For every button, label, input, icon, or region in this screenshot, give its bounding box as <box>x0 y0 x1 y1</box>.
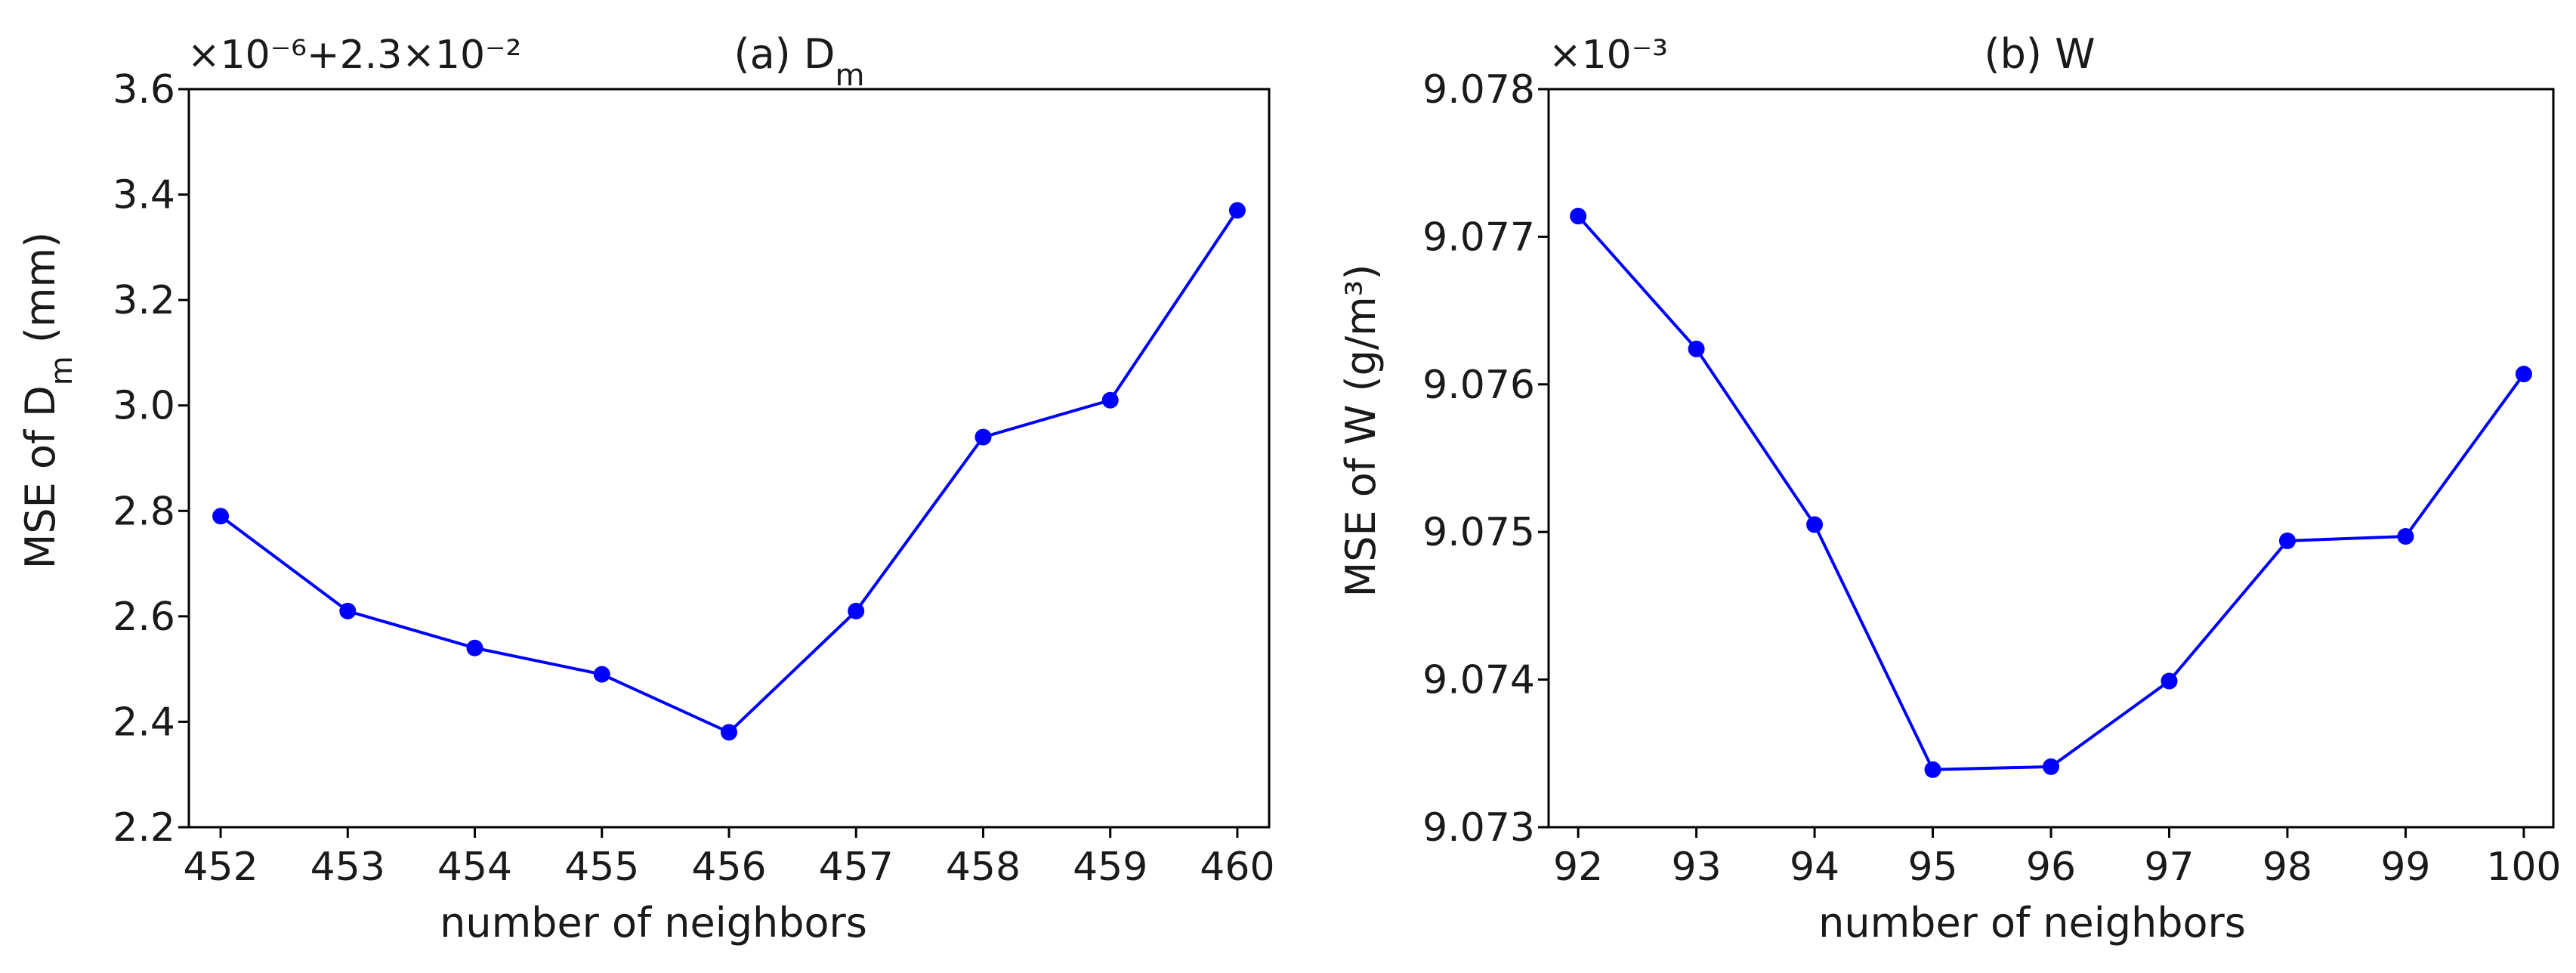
series-line <box>1577 215 2525 771</box>
data-point <box>2043 758 2059 775</box>
x-axis-label: number of neighbors <box>1818 899 2246 947</box>
y-tick-label: 3.4 <box>113 173 175 218</box>
data-point <box>593 666 610 683</box>
y-tick-label: 9.075 <box>1422 510 1535 555</box>
y-offset-label: ×10⁻⁶+2.3×10⁻² <box>187 32 521 78</box>
x-tick-label: 456 <box>691 845 766 890</box>
axes-frame <box>187 88 1271 829</box>
x-tick-label: 93 <box>1672 845 1722 890</box>
data-point <box>466 639 483 656</box>
y-offset-label: ×10⁻³ <box>1549 32 1668 78</box>
data-point <box>974 428 992 446</box>
y-tick-label: 2.2 <box>113 805 175 851</box>
axes-frame <box>1547 88 2555 829</box>
plot-area: 92 93 94 95 96 97 98 99 100 9.073 9.074 9.075 9.076 9… <box>1422 67 2561 890</box>
x-axis-label: number of neighbors <box>440 899 867 947</box>
data-point <box>848 602 865 619</box>
y-tick-label: 9.077 <box>1422 215 1535 260</box>
x-tick-label: 95 <box>1907 845 1957 890</box>
y-axis-label: MSE of Dm (mm) <box>17 232 79 569</box>
data-point <box>2397 528 2414 545</box>
data-point <box>1228 202 1246 219</box>
y-tick-label: 2.6 <box>113 595 175 640</box>
data-point <box>2278 532 2296 549</box>
chart-panel-b: ×10⁻³ (b) W MSE of W (g/m³) number of ne… <box>1337 30 2562 947</box>
y-tick-label: 9.073 <box>1422 805 1535 851</box>
data-point <box>1688 340 1705 357</box>
x-tick-label: 99 <box>2380 845 2430 890</box>
x-tick-label: 453 <box>310 845 385 890</box>
x-tick-label: 100 <box>2486 845 2561 890</box>
chart-panel-a: ×10⁻⁶+2.3×10⁻² (a) Dm MSE of Dm (mm) num… <box>17 30 1275 947</box>
x-tick-label: 452 <box>183 845 258 890</box>
y-tick-label: 3.2 <box>113 278 175 323</box>
y-tick-label: 9.074 <box>1422 658 1535 703</box>
data-point <box>1570 208 1587 225</box>
chart-title-main: (a) D <box>734 30 836 78</box>
data-point <box>212 508 230 525</box>
chart-title-sub: m <box>836 58 865 93</box>
x-tick-label: 97 <box>2144 845 2194 890</box>
series-line <box>219 209 1239 734</box>
x-tick-label: 460 <box>1200 845 1274 890</box>
y-tick-label: 9.078 <box>1422 67 1535 113</box>
data-point <box>721 724 737 741</box>
x-tick-label: 459 <box>1073 845 1147 890</box>
y-axis-label: MSE of W (g/m³) <box>1337 264 1385 598</box>
x-tick-label: 96 <box>2026 845 2076 890</box>
chart-title: (a) Dm <box>734 30 865 93</box>
x-tick-label: 455 <box>564 845 639 890</box>
x-tick-label: 92 <box>1553 845 1603 890</box>
y-tick-label: 3.6 <box>113 67 175 113</box>
y-tick-label: 9.076 <box>1422 363 1535 408</box>
x-tick-label: 458 <box>946 845 1021 890</box>
chart-title: (b) W <box>1985 30 2096 78</box>
data-point <box>339 602 357 619</box>
y-tick-label: 2.4 <box>113 700 175 745</box>
plot-area: 452 453 454 455 456 457 458 459 460 2.2 2.4 2.6 2.8 3… <box>113 67 1274 890</box>
y-tick-label: 2.8 <box>113 489 175 534</box>
y-axis-label-unit: (mm) <box>17 232 64 357</box>
x-tick-label: 454 <box>437 845 512 890</box>
y-tick-label: 3.0 <box>113 384 175 429</box>
data-point <box>2515 366 2532 383</box>
data-point <box>1806 516 1824 533</box>
x-tick-label: 98 <box>2262 845 2312 890</box>
data-point <box>1101 391 1119 409</box>
x-tick-label: 457 <box>819 845 894 890</box>
y-axis-label-main: MSE of D <box>17 385 64 569</box>
y-axis-label-sub: m <box>45 356 79 385</box>
x-tick-label: 94 <box>1790 845 1839 890</box>
data-point <box>2161 672 2178 690</box>
data-point <box>1924 761 1941 778</box>
